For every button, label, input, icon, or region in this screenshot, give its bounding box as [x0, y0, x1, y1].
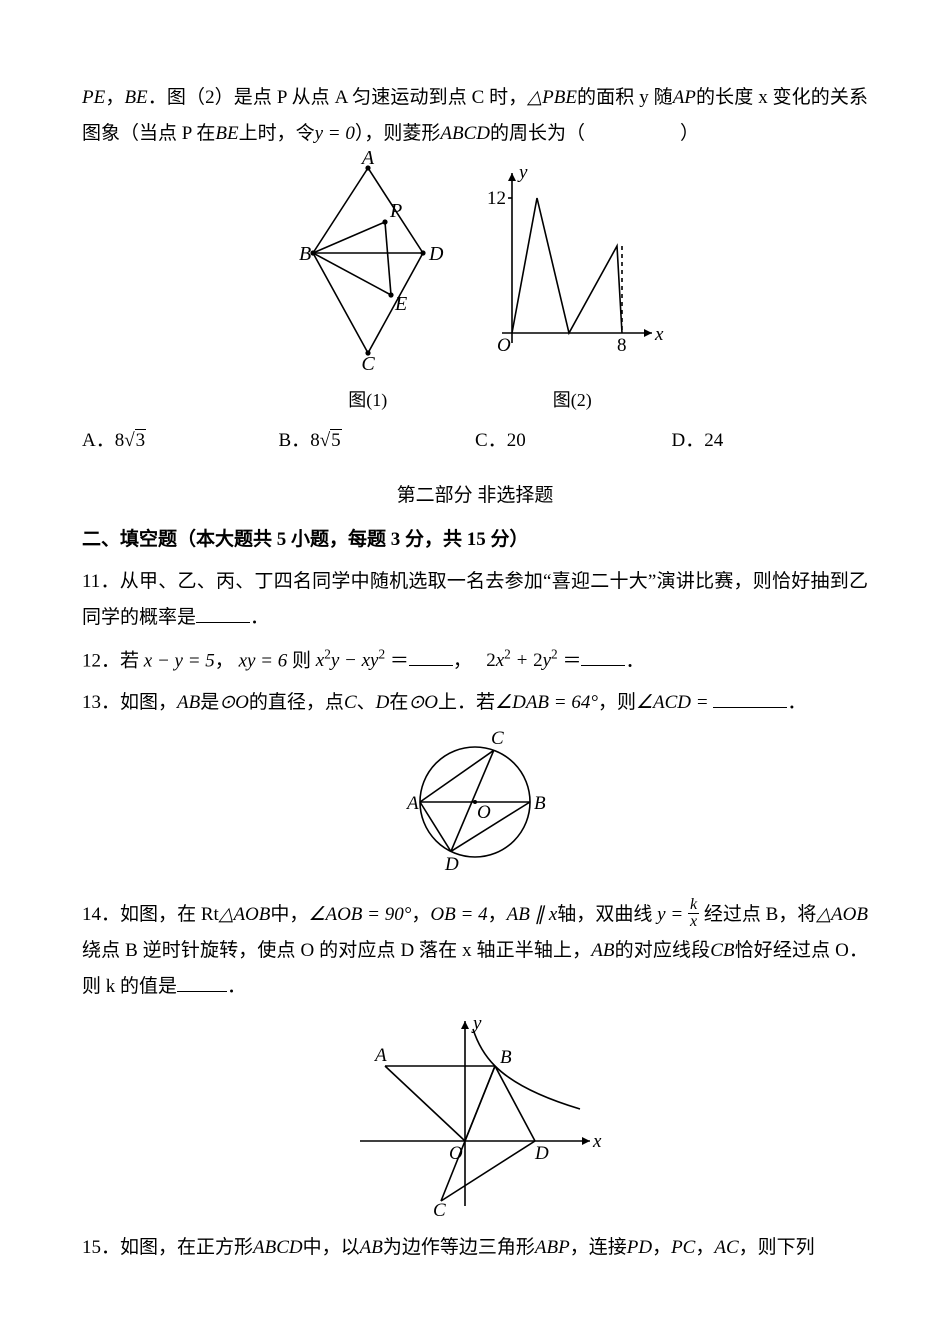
q10-fig1-svg: A B D C P E	[283, 158, 453, 368]
q10-options: A． 8√3 B． 8√5 C．20 D．24	[82, 423, 868, 459]
q13-angle-dab: ∠DAB = 64°	[495, 692, 598, 713]
fig1-label-C: C	[361, 353, 375, 375]
q13-label-C: C	[491, 728, 504, 749]
q10-option-A[interactable]: A． 8√3	[82, 423, 279, 459]
q14-figure: A B O D C x y	[82, 1011, 868, 1224]
q13-label-O: O	[477, 802, 491, 823]
fig2-label-O: O	[497, 335, 511, 356]
q14-blank[interactable]	[177, 971, 227, 992]
fig2-label-x: x	[654, 324, 664, 345]
q14-label-y: y	[471, 1013, 482, 1034]
q14-label-B: B	[500, 1047, 512, 1068]
q10-fig2-svg: 12 8 O x y	[477, 158, 667, 368]
q12-expr2: 2x2 + 2y2	[486, 650, 558, 671]
q13-angle-acd: ∠ACD =	[636, 692, 709, 713]
fig1-label-D: D	[428, 243, 444, 265]
q14-label-D: D	[534, 1143, 549, 1164]
fig2-ytick: 12	[487, 188, 506, 209]
q10-ap: AP	[673, 87, 696, 108]
q12-eq1: x − y = 5	[144, 650, 215, 671]
q13-blank[interactable]	[713, 687, 787, 708]
q14-num: 14．	[82, 904, 120, 925]
q10-y0: y = 0	[315, 123, 355, 144]
q12: 12．若 x − y = 5， xy = 6 则 x2y − xy2 ＝， 2x…	[82, 642, 868, 679]
q12-expr1: x2y − xy2	[316, 650, 385, 671]
q10-be: BE	[124, 87, 147, 108]
q10-option-B[interactable]: B． 8√5	[279, 423, 476, 459]
section-II-heading: 二、填空题（本大题共 5 小题，每题 3 分，共 15 分）	[82, 522, 868, 558]
q11: 11．从甲、乙、丙、丁四名同学中随机选取一名去参加“喜迎二十大”演讲比赛，则恰好…	[82, 564, 868, 636]
q14: 14．如图，在 Rt△AOB中，∠AOB = 90°，OB = 4，AB ∥ x…	[82, 897, 868, 1005]
q15: 15．如图，在正方形ABCD中，以AB为边作等边三角形ABP，连接PD，PC，A…	[82, 1230, 868, 1266]
q14-label-x: x	[592, 1131, 602, 1152]
q14-label-A: A	[373, 1045, 387, 1066]
q13-label-A: A	[405, 793, 419, 814]
q13-label-B: B	[534, 793, 546, 814]
q12-blank1[interactable]	[409, 645, 453, 666]
q13: 13．如图，AB是⊙O的直径，点C、D在⊙O上．若∠DAB = 64°，则∠AC…	[82, 685, 868, 721]
q14-label-O: O	[449, 1143, 463, 1164]
q10-tri-pbe: △PBE	[527, 87, 577, 108]
q11-blank[interactable]	[196, 602, 250, 623]
q10-option-C[interactable]: C．20	[475, 423, 672, 459]
q13-num: 13．	[82, 692, 120, 713]
fig1-label-B: B	[299, 243, 311, 265]
fig2-xtick: 8	[617, 335, 627, 356]
fig1-label-E: E	[394, 293, 407, 315]
fig1-label-A: A	[360, 147, 375, 169]
q10-option-D[interactable]: D．24	[672, 423, 869, 459]
q13-figure: A B C D O	[82, 727, 868, 890]
q14-label-C: C	[433, 1200, 446, 1221]
fig1-label-P: P	[389, 200, 402, 222]
fig2-caption: 图(2)	[477, 383, 667, 417]
fig1-caption: 图(1)	[283, 383, 453, 417]
q13-label-D: D	[444, 854, 459, 875]
q14-angle: ∠AOB = 90°	[308, 904, 411, 925]
q10-pe: PE	[82, 87, 105, 108]
fig2-label-y: y	[517, 162, 528, 183]
q14-fraction: kx	[688, 897, 699, 930]
q12-eq2: xy = 6	[239, 650, 288, 671]
part2-title: 第二部分 非选择题	[82, 478, 868, 514]
q15-num: 15．	[82, 1237, 120, 1258]
q12-num: 12．	[82, 650, 120, 671]
q10-text: PE，BE．图（2）是点 P 从点 A 匀速运动到点 C 时，△PBE的面积 y…	[82, 80, 868, 152]
q10-abcd: ABCD	[440, 123, 490, 144]
q12-blank2[interactable]	[581, 645, 625, 666]
q11-num: 11．	[82, 571, 120, 592]
q10-figures: A B D C P E 12 8 O x y	[82, 158, 868, 381]
q10-fig-captions: 图(1) 图(2)	[82, 383, 868, 417]
